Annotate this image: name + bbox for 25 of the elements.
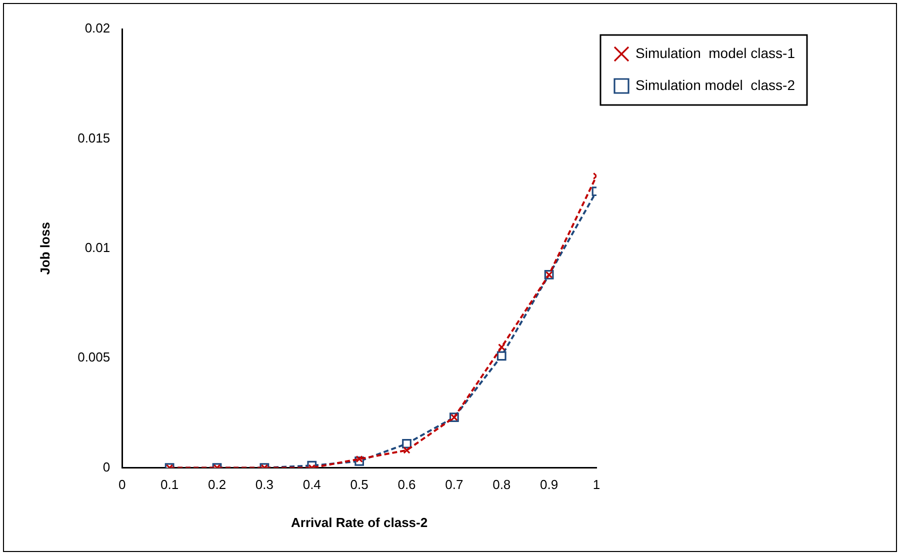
y-tick-label: 0.01 <box>84 240 110 255</box>
x-axis-title: Arrival Rate of class-2 <box>291 514 428 530</box>
point <box>402 438 412 448</box>
x-tick-label: 0.9 <box>540 477 558 492</box>
x-tick-label: 1 <box>592 477 600 492</box>
x-tick-label: 0.8 <box>492 477 511 492</box>
x-tick-label: 0 <box>118 477 126 492</box>
y-axis-title: Job loss <box>37 222 52 275</box>
x-tick-label: 0.6 <box>398 477 416 492</box>
x-tick-label: 0.1 <box>160 477 179 492</box>
x-tick-label: 0.5 <box>350 477 368 492</box>
y-tick-label: 0.005 <box>78 350 110 365</box>
y-tick-label: 0.015 <box>78 130 110 146</box>
x-tick-label: 0.2 <box>208 477 226 492</box>
x-tick-label: 0.7 <box>445 477 464 492</box>
y-tick-label: 0.02 <box>84 20 110 36</box>
y-tick-label: 0 <box>102 459 110 474</box>
x-tick-label: 0.3 <box>255 477 274 492</box>
legend-label: Simulation model class-2 <box>635 76 796 93</box>
point <box>403 446 410 454</box>
point <box>498 344 506 351</box>
x-tick-label: 0.4 <box>302 477 321 492</box>
legend-label: Simulation model class-1 <box>635 44 796 61</box>
point <box>356 455 363 463</box>
point <box>496 351 506 361</box>
